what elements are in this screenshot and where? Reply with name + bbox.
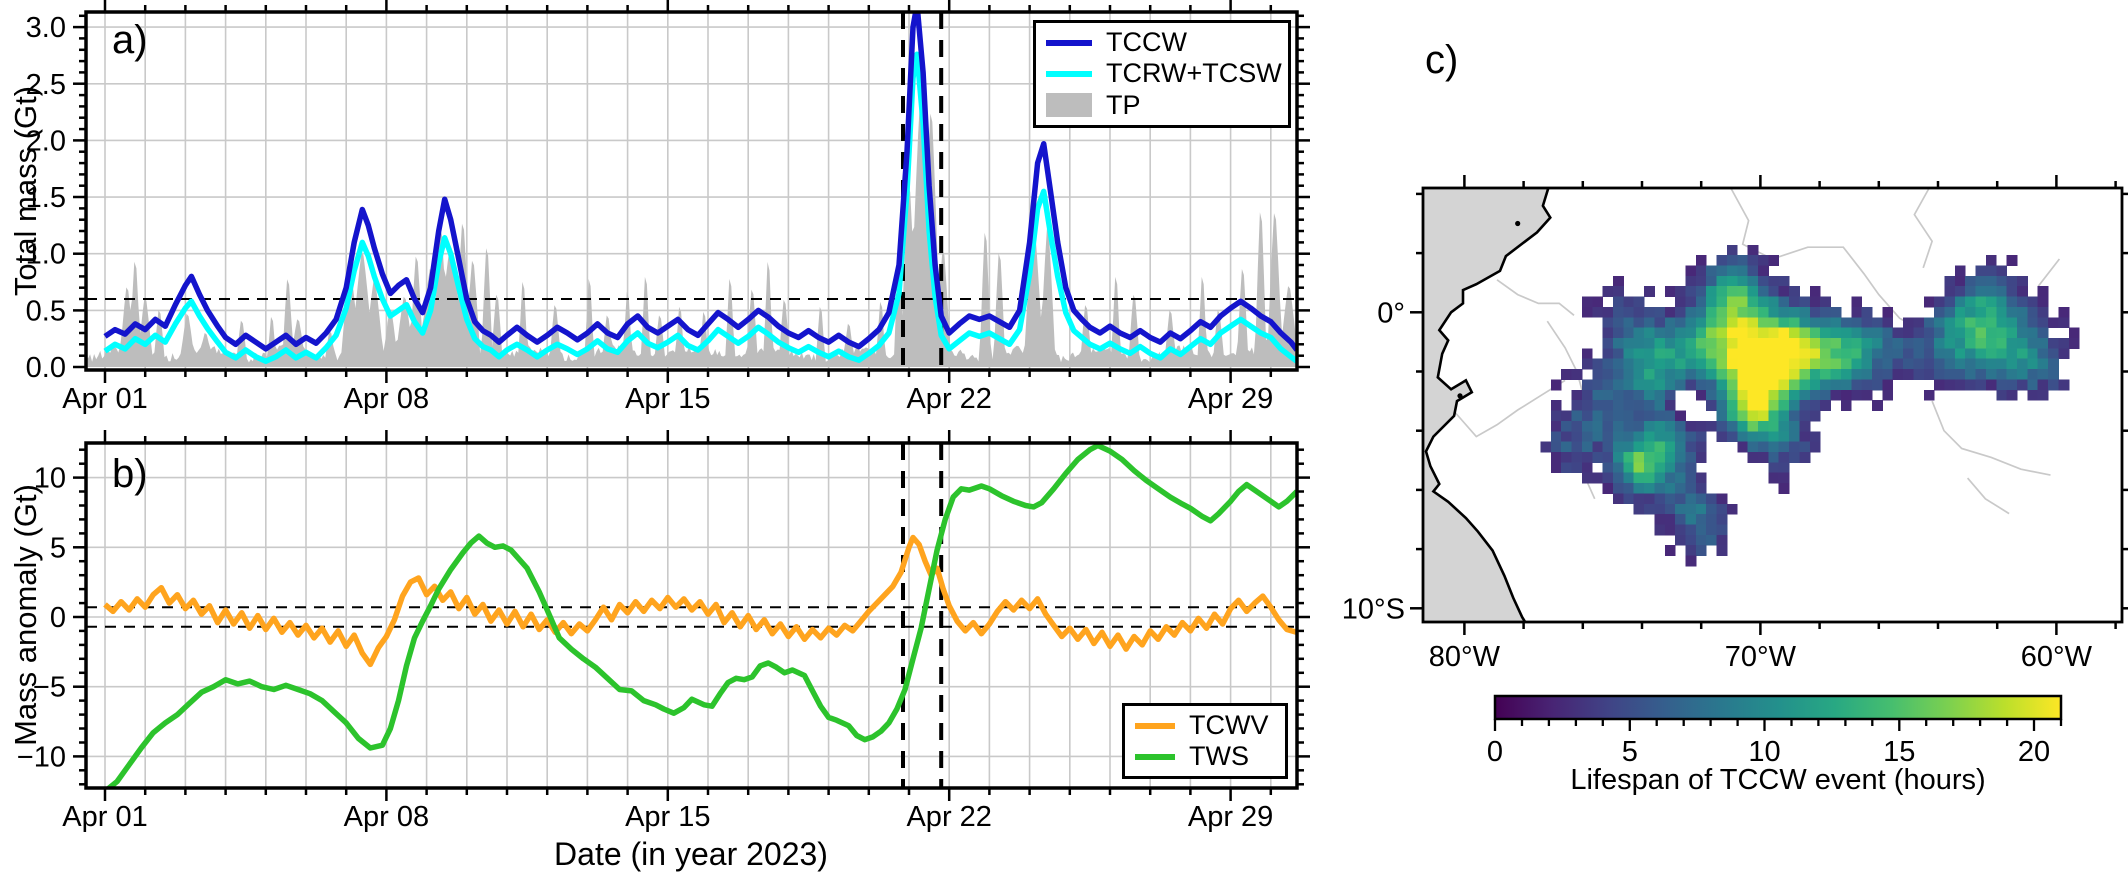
map-x-tick-label: 60°W [2021, 641, 2093, 673]
panel-a-y-tick-label: 1.5 [26, 182, 66, 214]
tws-line-swatch [1135, 753, 1175, 760]
legend-label: TP [1106, 89, 1141, 120]
panel-a-x-tick-label: Apr 29 [1188, 383, 1273, 415]
panel-b-legend: TCWV TWS [1122, 703, 1288, 779]
legend-label: TCWV [1189, 710, 1269, 740]
panel-b-frame [84, 441, 1299, 790]
legend-label: TCRW+TCSW [1106, 58, 1282, 89]
colorbar-tick-label: 15 [1883, 736, 1915, 768]
colorbar-title: Lifespan of TCCW event (hours) [1570, 764, 1986, 796]
panel-b-y-tick-label: −5 [33, 672, 66, 704]
colorbar-tick-label: 10 [1748, 736, 1780, 768]
panel-a-x-tick-label: Apr 08 [344, 383, 429, 415]
panel-b-x-tick-label: Apr 22 [906, 801, 991, 833]
tccw-line-swatch [1046, 39, 1092, 46]
panel-a-y-axis-title: Total mass (Gt) [8, 85, 43, 297]
colorbar-gradient [1493, 694, 2063, 721]
tccw-lifespan-heatmap [1540, 244, 2080, 567]
panel-b-y-tick-label: 0 [50, 602, 66, 634]
panel-a-x-tick-label: Apr 22 [906, 383, 991, 415]
map-island [1515, 220, 1521, 227]
map-y-tick-label: 10°S [1342, 593, 1405, 625]
panel-a-frame [84, 10, 1299, 372]
map-x-tick-label: 70°W [1725, 641, 1797, 673]
panel-a-y-tick-label: 1.0 [26, 239, 66, 271]
legend-label: TCCW [1106, 27, 1187, 58]
panel-a-legend: TCCW TCRW+TCSW TP [1033, 20, 1291, 128]
panel-b-y-tick-label: 10 [34, 463, 66, 495]
panel-b-grid [86, 443, 1297, 788]
map-x-tick-label: 80°W [1429, 641, 1501, 673]
tp-patch-swatch [1046, 93, 1092, 118]
panel-b-x-tick-label: Apr 29 [1188, 801, 1273, 833]
panel-a-y-tick-label: 2.0 [26, 125, 66, 157]
colorbar-tick-label: 20 [2018, 736, 2050, 768]
map-frame [1421, 186, 2124, 624]
x-axis-title: Date (in year 2023) [554, 836, 828, 872]
panel-b-x-tick-label: Apr 08 [344, 801, 429, 833]
tcwv-line-swatch [1135, 722, 1175, 729]
panel-a-letter: a) [112, 18, 148, 62]
tccw-line [103, 12, 1297, 352]
colorbar-tick-label: 0 [1487, 736, 1503, 768]
panel-b-letter: b) [112, 452, 148, 496]
panel-a-x-tick-label: Apr 15 [625, 383, 710, 415]
map-y-tick-label: 0° [1377, 297, 1405, 329]
tcwv-line [103, 534, 1297, 668]
panel-b-x-tick-label: Apr 15 [625, 801, 710, 833]
panel-b-x-tick-label: Apr 01 [62, 801, 147, 833]
map-ocean [1423, 188, 1551, 622]
panel-a-x-tick-label: Apr 01 [62, 383, 147, 415]
map-island [1457, 393, 1463, 399]
legend-item-tws: TWS [1135, 741, 1275, 772]
colorbar-ticks [1493, 719, 2063, 731]
panel-a-y-tick-label: 0.0 [26, 352, 66, 384]
panel-c-letter: c) [1425, 38, 1459, 82]
colorbar-tick-label: 5 [1622, 736, 1638, 768]
legend-item-tcrw-tcsw: TCRW+TCSW [1046, 58, 1282, 89]
tcrw-tcsw-line-swatch [1046, 70, 1092, 77]
tp-area [86, 94, 1297, 367]
map-coastline [1424, 188, 1552, 622]
legend-item-tcwv: TCWV [1135, 710, 1275, 741]
tws-line [104, 443, 1297, 788]
legend-item-tccw: TCCW [1046, 27, 1278, 58]
legend-item-tp: TP [1046, 90, 1278, 121]
panel-b-y-tick-label: 5 [50, 532, 66, 564]
legend-label: TWS [1189, 741, 1249, 771]
panel-a-y-tick-label: 2.5 [26, 69, 66, 101]
panel-a-y-tick-label: 0.5 [26, 295, 66, 327]
panel-a-y-tick-label: 3.0 [26, 12, 66, 44]
panel-b-y-axis-title: Mass anomaly (Gt) [8, 484, 43, 746]
tcrw-tcsw-line [103, 51, 1297, 365]
panel-b-y-tick-label: −10 [17, 741, 66, 773]
